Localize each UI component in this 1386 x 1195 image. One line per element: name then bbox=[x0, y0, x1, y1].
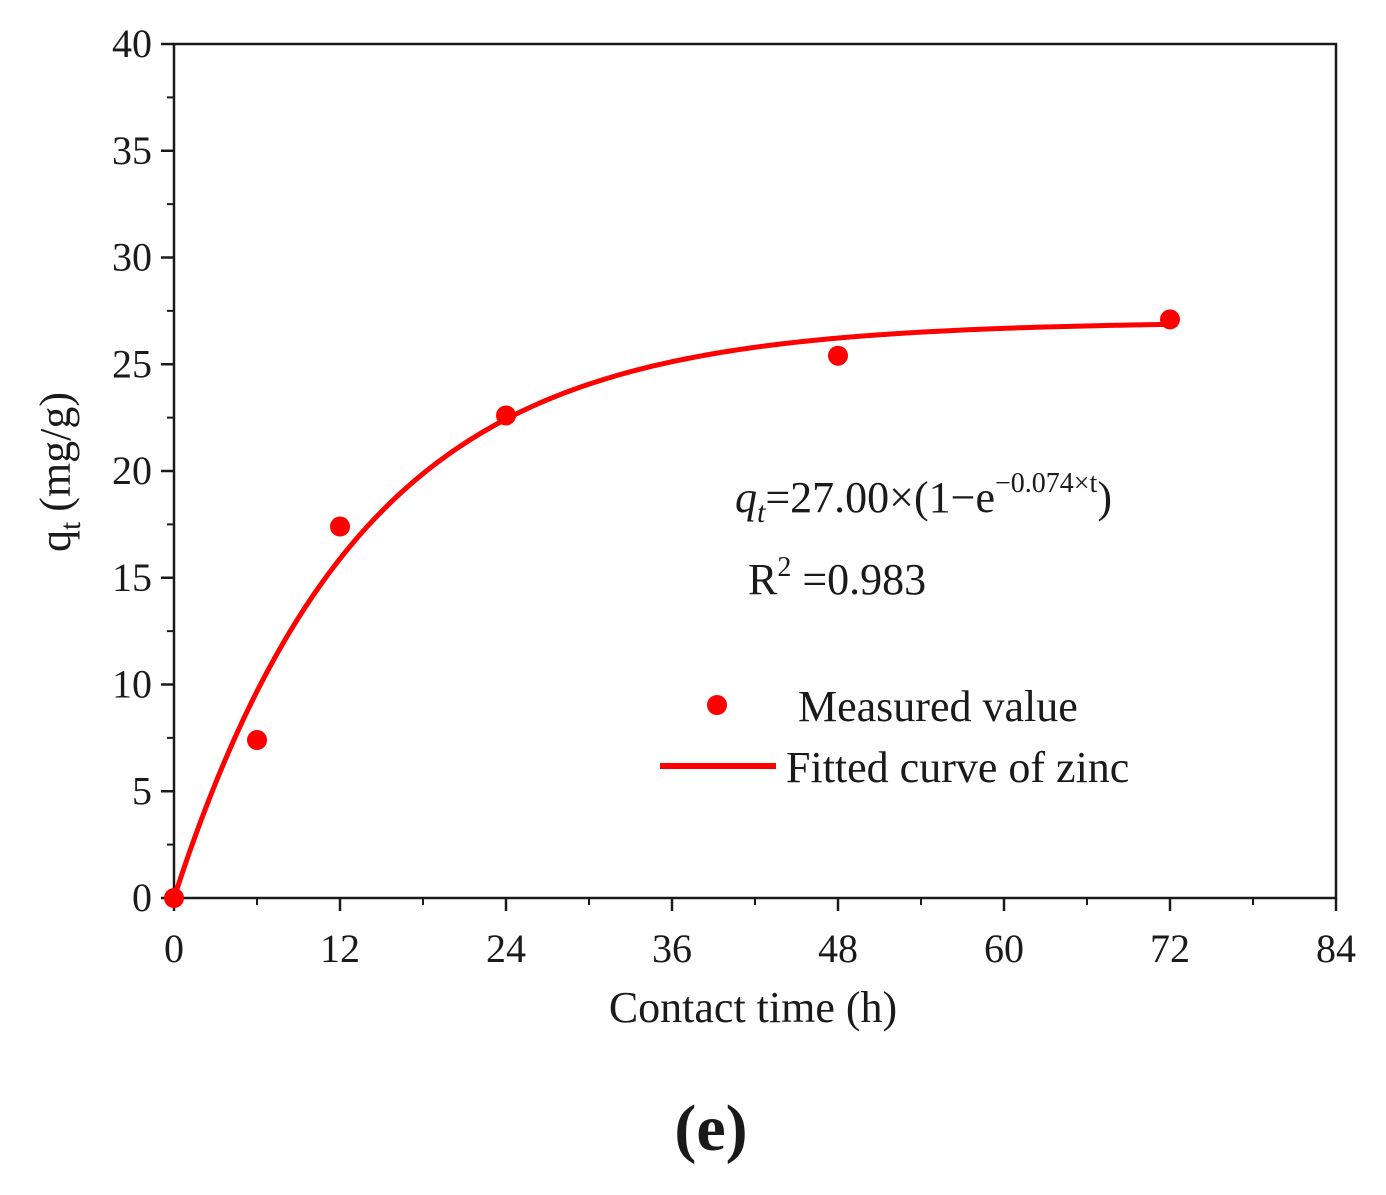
y-axis: 0 5 10 15 20 25 30 35 40 bbox=[112, 21, 174, 920]
x-tick-label: 84 bbox=[1316, 926, 1356, 971]
y-axis-title-units: (mg/g) bbox=[31, 392, 80, 512]
y-tick-label: 25 bbox=[112, 341, 152, 386]
eq-close: ) bbox=[1097, 473, 1112, 522]
legend-marker-measured bbox=[707, 695, 727, 715]
plot-frame bbox=[172, 42, 1338, 900]
x-tick-label: 24 bbox=[486, 926, 526, 971]
legend-label-fitted: Fitted curve of zinc bbox=[786, 743, 1129, 792]
plot-border bbox=[172, 42, 1338, 900]
y-axis-title-main: q bbox=[31, 530, 80, 552]
y-tick-label: 35 bbox=[112, 128, 152, 173]
y-axis-title: qt (mg/g) bbox=[31, 392, 87, 552]
eq-body: =27.00×(1−e bbox=[765, 473, 995, 522]
x-axis-title: Contact time (h) bbox=[609, 983, 897, 1032]
data-point bbox=[828, 345, 848, 366]
eq-exponent: −0.074×t bbox=[995, 468, 1098, 499]
data-point bbox=[164, 888, 184, 908]
r2-value: =0.983 bbox=[791, 555, 926, 604]
x-tick-label: 12 bbox=[320, 926, 360, 971]
x-axis: 0 12 24 36 48 60 72 84 bbox=[164, 898, 1356, 971]
data-point bbox=[1160, 309, 1180, 330]
y-axis-title-sub: t bbox=[54, 521, 87, 530]
r-squared: R2 =0.983 bbox=[748, 552, 926, 604]
eq-sub: t bbox=[757, 496, 766, 529]
y-tick-label: 40 bbox=[112, 21, 152, 66]
series-layer bbox=[164, 309, 1180, 908]
y-tick-label: 30 bbox=[112, 235, 152, 280]
fit-equation: qt=27.00×(1−e−0.074×t) bbox=[735, 468, 1112, 529]
data-point bbox=[330, 516, 350, 537]
x-tick-label: 60 bbox=[984, 926, 1024, 971]
x-tick-label: 48 bbox=[818, 926, 858, 971]
data-point bbox=[496, 405, 516, 426]
y-tick-label: 15 bbox=[112, 555, 152, 600]
r2-sup: 2 bbox=[777, 552, 791, 583]
y-tick-label: 5 bbox=[132, 768, 152, 813]
legend: Measured value Fitted curve of zinc bbox=[660, 682, 1129, 792]
y-tick-label: 10 bbox=[112, 662, 152, 707]
x-tick-label: 72 bbox=[1150, 926, 1190, 971]
data-point bbox=[247, 730, 267, 751]
x-tick-label: 0 bbox=[164, 926, 184, 971]
panel-label: (e) bbox=[674, 1092, 747, 1165]
legend-label-measured: Measured value bbox=[798, 682, 1078, 731]
r2-label: R bbox=[748, 555, 778, 604]
fitted-curve bbox=[171, 321, 1171, 899]
eq-var: q bbox=[735, 473, 757, 522]
x-tick-label: 36 bbox=[652, 926, 692, 971]
y-tick-label: 0 bbox=[132, 875, 152, 920]
y-tick-label: 20 bbox=[112, 448, 152, 493]
